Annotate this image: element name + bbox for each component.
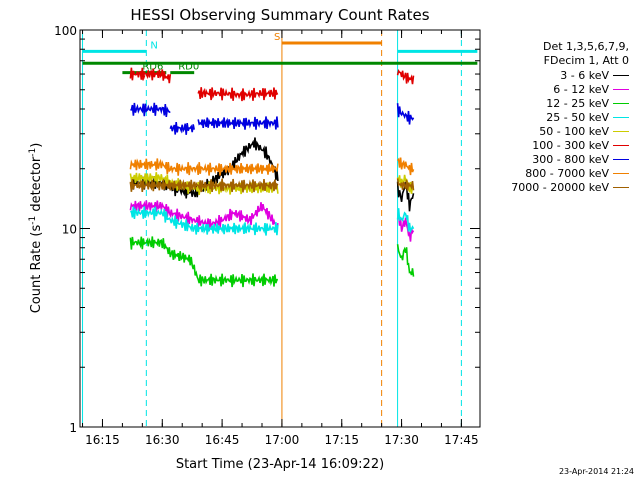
series-2-segment-1	[396, 244, 415, 277]
series-1-segment-0	[129, 200, 279, 232]
x-tick-label-2: 16:45	[205, 433, 240, 447]
legend-entry-label: 3 - 6 keV	[560, 68, 609, 82]
legend-swatch	[613, 186, 629, 188]
legend-entry-label: 50 - 100 keV	[539, 124, 609, 138]
legend-swatch	[613, 116, 629, 118]
series-8-segment-0	[129, 178, 279, 193]
legend-entry: 100 - 300 keV	[500, 138, 635, 152]
legend-entry: 6 - 12 keV	[500, 82, 635, 96]
legend: Det 1,3,5,6,7,9, FDecim 1, Att 0 3 - 6 k…	[500, 40, 635, 194]
legend-header-line-2: FDecim 1, Att 0	[543, 54, 629, 67]
series-6-segment-3	[396, 103, 415, 125]
legend-entry: 800 - 7000 keV	[500, 166, 635, 180]
marker-label-s: S	[274, 32, 280, 43]
series-1-segment-1	[397, 212, 415, 242]
legend-rows: 3 - 6 keV 6 - 12 keV 12 - 25 keV 25 - 50 ke…	[500, 68, 635, 194]
legend-entry: 50 - 100 keV	[500, 124, 635, 138]
series-6-segment-2	[197, 116, 279, 130]
legend-entry: 25 - 50 keV	[500, 110, 635, 124]
chart-title: HESSI Observing Summary Count Rates	[130, 6, 429, 24]
marker-label-rd6: RD6	[142, 62, 163, 73]
series-3-segment-1	[396, 208, 415, 234]
x-tick-label-5: 17:30	[384, 433, 419, 447]
legend-swatch	[613, 172, 629, 174]
legend-entry: 12 - 25 keV	[500, 96, 635, 110]
legend-entry-label: 25 - 50 keV	[546, 110, 609, 124]
series-3-segment-0	[129, 206, 279, 236]
legend-swatch	[613, 158, 629, 160]
legend-entry: 7000 - 20000 keV	[500, 180, 635, 194]
legend-header-line-1: Det 1,3,5,6,7,9,	[542, 40, 629, 53]
y-axis-label: Count Rate (s-1 detector-1)	[28, 143, 44, 314]
x-tick-label-3: 17:00	[265, 433, 300, 447]
legend-swatch	[613, 144, 629, 146]
legend-entry: 3 - 6 keV	[500, 68, 635, 82]
legend-swatch	[613, 74, 629, 76]
legend-swatch	[613, 102, 629, 104]
x-tick-label-0: 16:15	[85, 433, 120, 447]
axes-layer: 16:15 16:30 16:45 17:00 17:15 17:30 17:45 1 10 10…	[54, 24, 480, 447]
legend-entry-label: 6 - 12 keV	[553, 82, 609, 96]
series-5-segment-0	[129, 67, 172, 84]
series-2-segment-0	[129, 236, 278, 288]
y-tick-label-0: 1	[69, 421, 77, 435]
series-7-segment-1	[396, 157, 415, 176]
footer-timestamp: 23-Apr-2014 21:24	[558, 467, 634, 476]
legend-swatch	[613, 130, 629, 132]
series-5-segment-1	[197, 87, 279, 102]
x-tick-label-1: 16:30	[145, 433, 180, 447]
x-tick-label-4: 17:15	[324, 433, 359, 447]
legend-entry-label: 7000 - 20000 keV	[511, 180, 609, 194]
series-7-segment-0	[129, 158, 279, 176]
legend-entry-label: 300 - 800 keV	[532, 152, 609, 166]
y-tick-label-2: 100	[54, 24, 77, 38]
marker-label-n: N	[150, 40, 157, 51]
x-axis-label: Start Time (23-Apr-14 16:09:22)	[176, 457, 384, 472]
series-5-segment-2	[396, 68, 415, 85]
plot-frame	[79, 29, 481, 428]
legend-entry-label: 800 - 7000 keV	[525, 166, 609, 180]
y-tick-label-1: 10	[62, 223, 77, 237]
legend-entry-label: 100 - 300 keV	[532, 138, 609, 152]
series-6-segment-1	[169, 122, 195, 135]
series-8-segment-1	[396, 178, 415, 191]
x-tick-label-6: 17:45	[444, 433, 479, 447]
marker-label-rd0: RD0	[178, 62, 199, 73]
series-6-segment-0	[130, 102, 171, 117]
legend-entry: 300 - 800 keV	[500, 152, 635, 166]
legend-swatch	[613, 88, 629, 90]
legend-entry-label: 12 - 25 keV	[546, 96, 609, 110]
